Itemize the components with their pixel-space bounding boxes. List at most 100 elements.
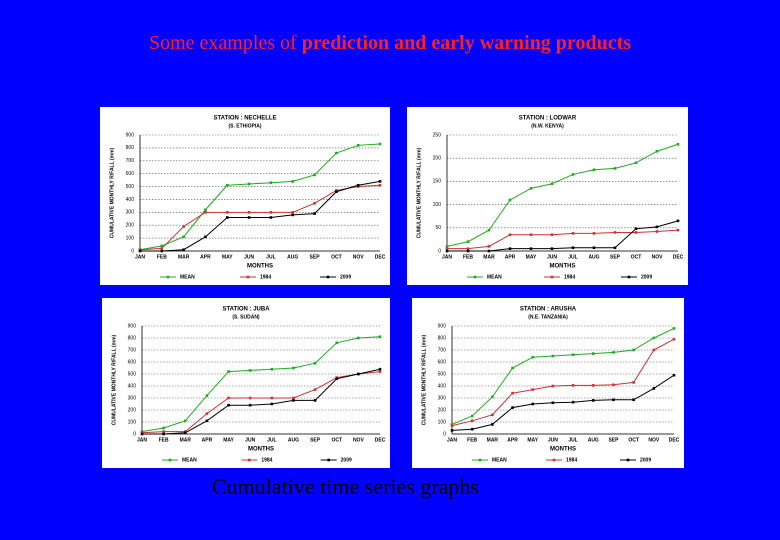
x-tick-label: AUG [288,437,299,443]
point-marker [571,384,575,387]
legend-marker [626,458,630,462]
point-marker [183,419,187,423]
chart-background [100,107,390,285]
chart: STATION : NECHELLE(S. ETHIOPIA) CUMULATIV… [100,107,390,285]
point-marker [291,211,295,214]
x-tick-label: MAR [180,437,192,443]
point-marker [487,245,491,248]
point-marker [655,230,659,233]
y-tick-label: 900 [438,323,447,329]
point-marker [508,233,512,237]
point-marker [378,180,382,183]
point-marker [672,337,676,341]
point-marker [550,182,554,186]
point-marker [247,182,251,186]
legend-label: MEAN [492,457,507,463]
point-marker [531,388,535,391]
point-marker [551,401,555,405]
point-marker [160,244,164,248]
chart-subtitle: (S. SUDAN) [232,314,260,320]
series-line [140,180,381,252]
chart-title: STATION : ARUSHA [520,307,577,313]
point-marker [269,181,273,184]
point-marker [248,369,252,372]
title-bold: prediction and early warning products [301,32,632,54]
y-tick-label: 700 [128,347,137,353]
y-tick-label: 800 [126,145,135,151]
point-marker [378,370,382,373]
series-line [451,327,675,425]
point-marker [313,212,316,215]
series-line [139,143,381,251]
point-marker [634,161,638,165]
y-tick-label: 700 [126,158,135,164]
point-marker [655,225,659,229]
point-marker [652,336,656,340]
point-marker [632,398,635,402]
x-tick-label: DEC [673,254,684,260]
y-axis-label: CUMULATIVE MONTHLY R/FALL (mm) [111,334,117,425]
x-tick-label: MAY [222,254,233,260]
point-marker [634,231,638,234]
point-marker [335,377,339,381]
point-marker [247,211,251,214]
point-marker [292,366,295,370]
y-tick-label: 300 [128,395,137,401]
point-marker [313,173,316,177]
chart-title: STATION : LODWAR [519,116,577,122]
point-marker [140,432,144,436]
point-marker [592,232,596,235]
point-marker [466,249,470,253]
legend-label: MEAN [180,274,195,280]
legend-label: 2009 [341,457,352,463]
legend-marker [478,458,482,462]
x-tick-label: DEC [669,437,680,443]
point-marker [378,335,382,339]
point-marker [676,219,680,223]
series-line [142,368,381,435]
point-marker [292,399,295,402]
point-marker [450,424,454,427]
x-tick-label: JUL [568,254,577,260]
point-marker [225,183,229,187]
point-marker [672,327,676,330]
point-marker [487,228,491,232]
x-tick-label: JUL [267,437,276,443]
point-marker [508,198,512,202]
point-marker [655,149,659,153]
y-tick-label: 500 [128,371,137,377]
x-tick-label: JAN [135,254,145,260]
point-marker [632,348,635,352]
point-marker [450,429,454,432]
legend-marker [166,275,170,279]
point-marker [378,183,382,187]
point-marker [356,144,360,147]
y-tick-label: 100 [128,419,137,425]
y-tick-label: 400 [126,197,135,203]
point-marker [162,426,165,430]
title-plain: Some examples of [148,32,302,54]
point-marker [591,384,595,387]
x-tick-label: JUN [245,437,255,443]
series-line [141,336,381,433]
point-marker [634,227,638,231]
point-marker [491,423,494,426]
point-marker [292,396,295,400]
y-tick-label: 500 [126,184,135,190]
point-marker [612,398,615,402]
point-marker [550,247,554,250]
legend-marker [473,275,477,279]
point-marker [491,413,494,417]
x-tick-label: JUN [548,437,558,443]
point-marker [270,367,274,371]
chart-subtitle: (N.E. TANZANIA) [528,314,568,320]
y-tick-label: 0 [131,248,134,254]
chart: STATION : ARUSHA(N.E. TANZANIA) CUMULATIV… [412,298,684,468]
x-axis-label: MONTHS [248,447,274,453]
point-marker [335,341,339,345]
x-tick-label: MAY [223,437,234,443]
x-tick-label: FEB [463,254,473,260]
x-tick-label: OCT [628,437,639,443]
y-tick-label: 400 [128,383,137,389]
